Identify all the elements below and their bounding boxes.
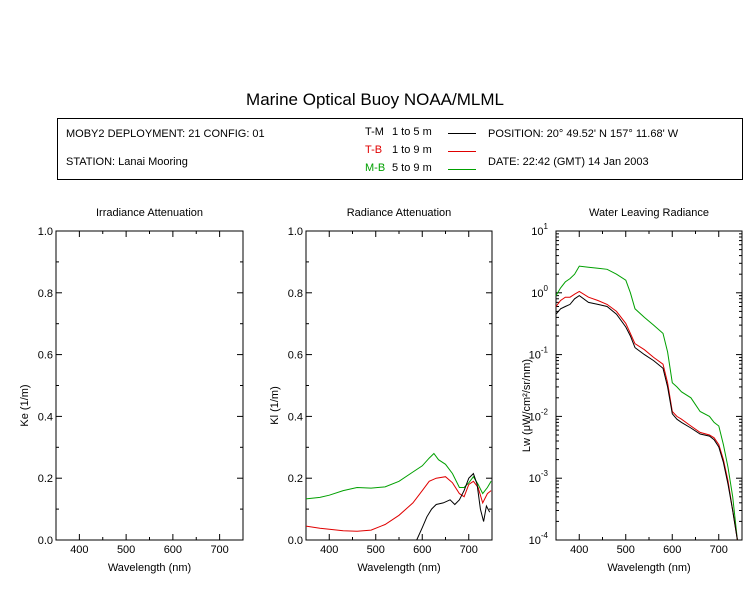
x-tick-label: 600 [663, 544, 681, 556]
x-tick-label: 700 [710, 544, 728, 556]
chart-panel-1: Irradiance Attenuation 400 500 600 700 0.0 0.2… [19, 207, 244, 574]
y-tick-label: 10-4 [529, 531, 549, 547]
info-box: MOBY2 DEPLOYMENT: 21 CONFIG: 01 STATION:… [57, 118, 743, 180]
series-line-2 [305, 476, 492, 532]
y-tick-label: 1.0 [38, 226, 53, 238]
chart-title: Irradiance Attenuation [96, 207, 203, 219]
x-tick-label: 400 [570, 544, 588, 556]
x-tick-label: 600 [413, 544, 431, 556]
y-tick-label: 10-3 [529, 469, 549, 485]
series-line-2 [555, 290, 738, 541]
y-tick-label: 1.0 [288, 226, 303, 238]
legend-range-tm: 1 to 5 m [392, 126, 432, 138]
x-axis-label: Wavelength (nm) [357, 562, 440, 574]
y-tick-label: 0.0 [38, 535, 53, 547]
x-tick-label: 600 [164, 544, 182, 556]
date-text: DATE: 22:42 (GMT) 14 Jan 2003 [488, 156, 649, 168]
x-tick-label: 500 [617, 544, 635, 556]
plot-frame [555, 230, 743, 541]
y-tick-label: 100 [531, 284, 548, 300]
chart-panel-3: Water Leaving Radiance 400 500 600 700 10-4 10… [521, 207, 743, 574]
chart-title: Radiance Attenuation [347, 207, 452, 219]
x-tick-label: 500 [367, 544, 385, 556]
chart-title: Water Leaving Radiance [589, 207, 709, 219]
station-text: STATION: Lanai Mooring [66, 156, 188, 168]
legend-range-tb: 1 to 9 m [392, 144, 432, 156]
x-tick-label: 400 [70, 544, 88, 556]
series-line-3 [555, 294, 738, 541]
chart-panel-2: Radiance Attenuation 400 500 600 700 0.0 0.2 0.… [269, 207, 493, 574]
y-tick-label: 0.2 [38, 473, 53, 485]
x-tick-label: 700 [210, 544, 228, 556]
y-tick-label: 0.8 [288, 288, 303, 300]
x-axis-label: Wavelength (nm) [108, 562, 191, 574]
y-tick-label: 10-1 [529, 346, 549, 362]
x-axis-label: Wavelength (nm) [607, 562, 690, 574]
x-tick-label: 700 [460, 544, 478, 556]
y-axis-label: Kl (1/m) [269, 386, 281, 425]
series-line-3 [416, 472, 491, 541]
legend-code-tm: T-M [365, 126, 384, 138]
legend-line-tm [448, 133, 476, 134]
plot-frame [55, 230, 244, 541]
deployment-text: MOBY2 DEPLOYMENT: 21 CONFIG: 01 [66, 128, 265, 140]
y-tick-label: 0.0 [288, 535, 303, 547]
series-line-1 [555, 265, 738, 541]
y-tick-label: 0.6 [288, 350, 303, 362]
main-title: Marine Optical Buoy NOAA/MLML [246, 90, 504, 109]
y-tick-label: 0.4 [288, 411, 303, 423]
y-tick-label: 0.6 [38, 350, 53, 362]
y-tick-label: 101 [531, 222, 548, 238]
y-tick-label: 0.2 [288, 473, 303, 485]
legend-line-tb [448, 151, 476, 152]
legend-range-mb: 5 to 9 m [392, 162, 432, 174]
y-tick-label: 0.8 [38, 288, 53, 300]
y-tick-label: 10-2 [529, 407, 549, 423]
y-axis-label: Ke (1/m) [19, 384, 31, 426]
y-axis-label: Lw (μW/cm²/sr/nm) [521, 359, 533, 452]
y-tick-label: 0.4 [38, 411, 53, 423]
x-tick-label: 500 [117, 544, 135, 556]
position-text: POSITION: 20° 49.52' N 157° 11.68' W [488, 128, 679, 140]
legend-code-mb: M-B [365, 162, 386, 174]
legend-code-tb: T-B [365, 144, 383, 156]
legend-line-mb [448, 169, 476, 170]
x-tick-label: 400 [320, 544, 338, 556]
